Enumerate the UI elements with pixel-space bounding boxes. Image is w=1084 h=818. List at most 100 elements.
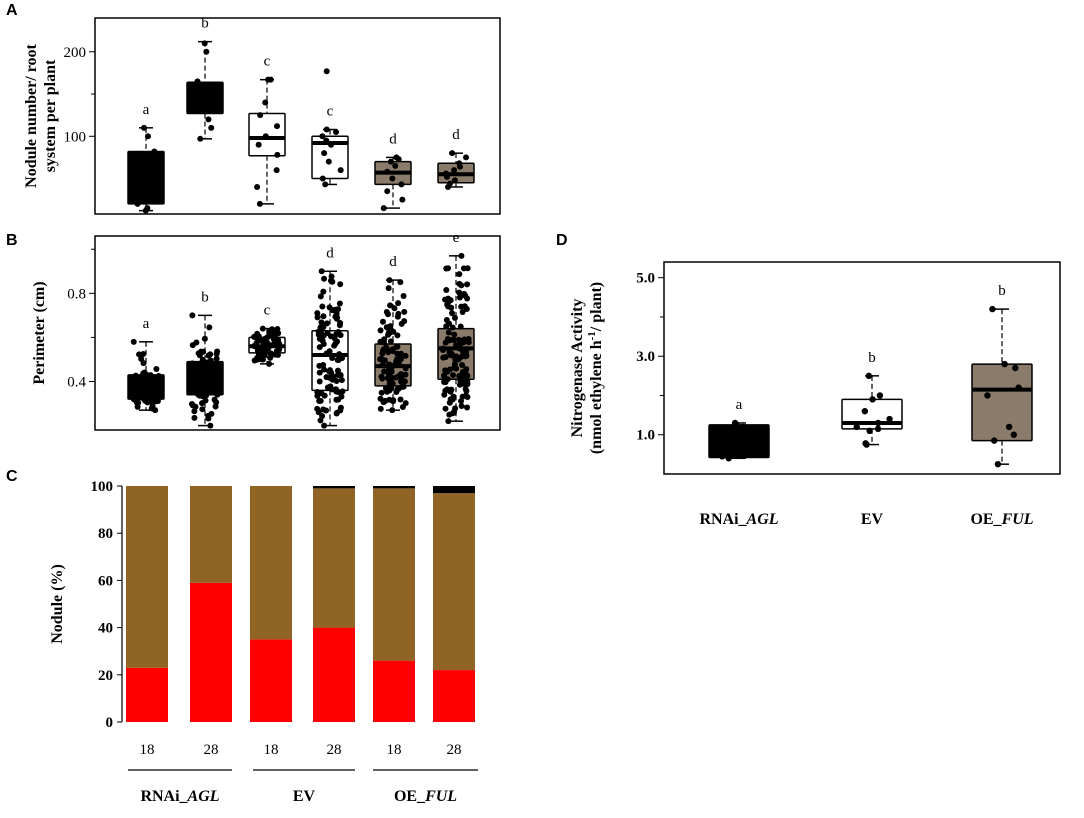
data-point	[208, 410, 215, 417]
data-point	[389, 175, 396, 182]
data-point	[737, 447, 745, 454]
data-point	[398, 181, 405, 188]
data-point	[441, 391, 448, 398]
data-point	[264, 339, 271, 346]
data-point	[739, 431, 747, 438]
data-point	[134, 403, 141, 410]
data-point	[192, 374, 199, 381]
data-point	[143, 167, 150, 174]
data-point	[401, 308, 408, 315]
box-B-1: a	[127, 316, 165, 414]
significance-letter: a	[736, 397, 743, 413]
data-point	[447, 297, 454, 304]
data-point	[133, 154, 140, 161]
significance-letter: d	[389, 254, 397, 270]
significance-letter: b	[868, 350, 876, 366]
x-group-label-c: EV	[293, 788, 316, 805]
data-point	[386, 366, 393, 373]
data-point	[314, 314, 321, 321]
data-point	[394, 332, 401, 339]
data-point	[316, 369, 323, 376]
data-point	[195, 350, 202, 357]
data-point	[317, 324, 324, 331]
data-point	[446, 366, 453, 373]
data-point	[457, 323, 464, 330]
data-point	[256, 200, 263, 207]
data-point	[337, 167, 344, 174]
x-tick-label-c: 28	[327, 742, 342, 758]
data-point	[386, 330, 393, 337]
bar-red-1	[126, 667, 168, 722]
data-point	[255, 141, 262, 148]
data-point	[323, 320, 330, 327]
data-point	[384, 168, 391, 175]
data-point	[143, 388, 150, 395]
data-point	[205, 116, 212, 123]
data-point	[197, 135, 204, 142]
data-point	[458, 252, 465, 259]
y-axis-label-d: Nitrogenase Activity (nmol ethylene h-1/ …	[569, 282, 605, 454]
data-point	[456, 345, 463, 352]
data-point	[379, 375, 386, 382]
data-point	[254, 183, 261, 190]
data-point	[335, 352, 342, 359]
data-point	[315, 331, 322, 338]
data-point	[441, 379, 448, 386]
data-point	[1001, 360, 1008, 368]
plot-frame-D	[663, 261, 1061, 475]
bar-brown-6	[433, 493, 475, 671]
data-point	[463, 388, 470, 395]
data-point	[321, 275, 328, 282]
data-point	[141, 124, 148, 131]
y-axis-label-c: Nodule (%)	[49, 564, 66, 644]
data-point	[462, 372, 469, 379]
x-group-label-d: OE_FUL	[970, 511, 1033, 528]
data-point	[394, 313, 401, 320]
data-point	[317, 417, 324, 424]
data-point	[147, 372, 154, 379]
data-point	[445, 265, 452, 272]
data-point	[442, 367, 449, 374]
data-point	[212, 403, 219, 410]
data-point	[319, 133, 326, 140]
data-point	[334, 338, 341, 345]
data-point	[443, 170, 450, 177]
x-group-label-italic: FUL	[424, 788, 457, 805]
data-point	[443, 286, 450, 293]
data-point	[201, 335, 208, 342]
data-point	[452, 356, 459, 363]
data-point	[395, 300, 402, 307]
data-point	[151, 148, 158, 155]
y-tick-label-D: 1.0	[636, 428, 655, 444]
data-point	[456, 294, 463, 301]
data-point	[334, 367, 341, 374]
data-point	[456, 280, 463, 287]
panel-letter-d: D	[556, 232, 568, 249]
data-point	[865, 372, 873, 380]
data-point	[321, 422, 328, 429]
data-point	[388, 381, 395, 388]
data-point	[387, 323, 394, 330]
data-point	[209, 388, 216, 395]
data-point	[446, 349, 453, 356]
data-point	[322, 181, 329, 188]
bar-black-4	[313, 486, 355, 489]
data-point	[207, 358, 214, 365]
data-point	[258, 348, 265, 355]
x-group-label-text: RNAi_	[140, 788, 188, 805]
data-point	[317, 397, 324, 404]
data-point	[329, 307, 336, 314]
box-B-5: d	[374, 254, 412, 414]
data-point	[316, 344, 323, 351]
data-point	[461, 290, 468, 297]
data-point	[459, 309, 466, 316]
data-point	[464, 404, 471, 411]
data-point	[455, 336, 462, 343]
data-point	[267, 76, 274, 83]
data-point	[456, 289, 463, 296]
data-point	[267, 350, 274, 357]
x-group-label-text: EV	[293, 788, 316, 805]
data-point	[336, 322, 343, 329]
significance-letter: b	[201, 16, 209, 32]
